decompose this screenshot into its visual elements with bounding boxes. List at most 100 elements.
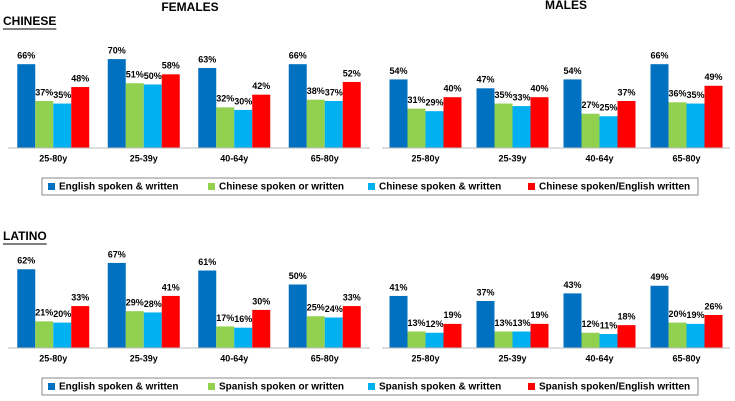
data-label: 18% xyxy=(617,312,635,322)
data-label: 61% xyxy=(198,257,216,267)
data-label: 63% xyxy=(198,54,216,64)
legend-swatch xyxy=(528,383,535,390)
bar xyxy=(530,97,549,148)
data-label: 51% xyxy=(126,70,144,80)
bar xyxy=(650,285,669,348)
legend-box xyxy=(41,177,699,196)
legend-swatch xyxy=(368,383,375,390)
x-tick-label: 65-80y xyxy=(311,353,339,363)
bar xyxy=(107,59,126,148)
data-label: 28% xyxy=(144,299,162,309)
data-label: 17% xyxy=(216,313,234,323)
data-label: 25% xyxy=(599,103,617,113)
bar xyxy=(53,103,72,148)
bar xyxy=(342,81,361,148)
data-label: 12% xyxy=(425,319,443,329)
data-label: 33% xyxy=(512,92,530,102)
data-label: 37% xyxy=(35,87,53,97)
data-label: 54% xyxy=(563,66,581,76)
data-label: 62% xyxy=(17,256,35,266)
bar xyxy=(143,312,162,348)
data-label: 24% xyxy=(325,304,343,314)
bar xyxy=(161,295,180,348)
bar xyxy=(563,293,582,348)
x-tick-label: 25-80y xyxy=(39,353,67,363)
legend-label: English spoken & written xyxy=(59,382,178,393)
legend-label: English spoken & written xyxy=(59,182,178,193)
bar xyxy=(198,67,217,148)
bar xyxy=(494,331,513,348)
bar xyxy=(512,331,531,348)
bar xyxy=(342,306,361,348)
bar xyxy=(704,85,723,148)
bar xyxy=(125,311,144,348)
bar xyxy=(443,97,462,148)
legend-swatch xyxy=(48,383,55,390)
data-label: 29% xyxy=(425,98,443,108)
bar xyxy=(35,321,54,348)
bar xyxy=(252,309,271,348)
x-tick-label: 25-80y xyxy=(411,353,439,363)
data-label: 50% xyxy=(144,71,162,81)
data-label: 33% xyxy=(71,292,89,302)
data-label: 25% xyxy=(307,303,325,313)
legend-label: Spanish spoken & written xyxy=(379,382,501,393)
data-label: 67% xyxy=(108,249,126,259)
bar xyxy=(17,269,36,348)
bar xyxy=(216,107,235,148)
data-label: 13% xyxy=(512,318,530,328)
legend-swatch xyxy=(208,183,215,190)
bar xyxy=(650,64,669,148)
bar xyxy=(512,106,531,148)
x-tick-label: 40-64y xyxy=(220,153,248,163)
data-label: 19% xyxy=(686,310,704,320)
data-label: 11% xyxy=(600,320,618,330)
data-label: 16% xyxy=(234,314,252,324)
bar xyxy=(107,262,126,348)
bar xyxy=(443,323,462,348)
x-tick-label: 65-80y xyxy=(672,153,700,163)
bar xyxy=(617,101,636,148)
bar xyxy=(581,113,600,148)
bar xyxy=(530,323,549,348)
legend-box xyxy=(41,377,699,396)
data-label: 48% xyxy=(71,73,89,83)
data-label: 54% xyxy=(389,66,407,76)
data-label: 20% xyxy=(668,309,686,319)
section-title: CHINESE xyxy=(3,14,56,28)
bar xyxy=(389,295,408,348)
data-label: 41% xyxy=(389,282,407,292)
data-label: 33% xyxy=(343,292,361,302)
bar xyxy=(17,64,36,148)
legend-swatch xyxy=(208,383,215,390)
bar xyxy=(288,64,307,148)
data-label: 32% xyxy=(216,94,234,104)
data-label: 27% xyxy=(581,100,599,110)
bar xyxy=(143,84,162,148)
bar xyxy=(389,79,408,148)
data-label: 26% xyxy=(704,301,722,311)
legend-swatch xyxy=(48,183,55,190)
bar xyxy=(35,101,54,148)
bar xyxy=(161,74,180,148)
data-label: 43% xyxy=(563,280,581,290)
section-title: LATINO xyxy=(3,229,47,243)
legend-swatch xyxy=(368,183,375,190)
bar xyxy=(425,111,444,148)
column-title: MALES xyxy=(545,0,587,12)
data-label: 30% xyxy=(252,296,270,306)
x-tick-label: 25-39y xyxy=(498,353,526,363)
bar xyxy=(53,322,72,348)
data-label: 35% xyxy=(494,90,512,100)
x-tick-label: 25-80y xyxy=(39,153,67,163)
data-label: 37% xyxy=(325,87,343,97)
bar xyxy=(125,83,144,148)
column-title: FEMALES xyxy=(161,0,218,14)
bar xyxy=(234,109,253,148)
bar xyxy=(71,87,90,148)
data-label: 21% xyxy=(35,308,53,318)
legend-label: Spanish spoken or written xyxy=(219,382,344,393)
data-label: 13% xyxy=(494,318,512,328)
bar xyxy=(686,103,705,148)
legend-label: Chinese spoken/English written xyxy=(539,182,690,193)
